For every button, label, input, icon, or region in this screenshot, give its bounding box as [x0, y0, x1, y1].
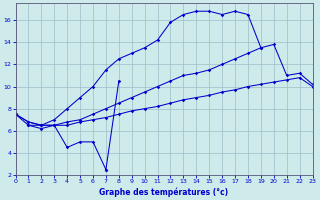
X-axis label: Graphe des températures (°c): Graphe des températures (°c): [100, 187, 228, 197]
